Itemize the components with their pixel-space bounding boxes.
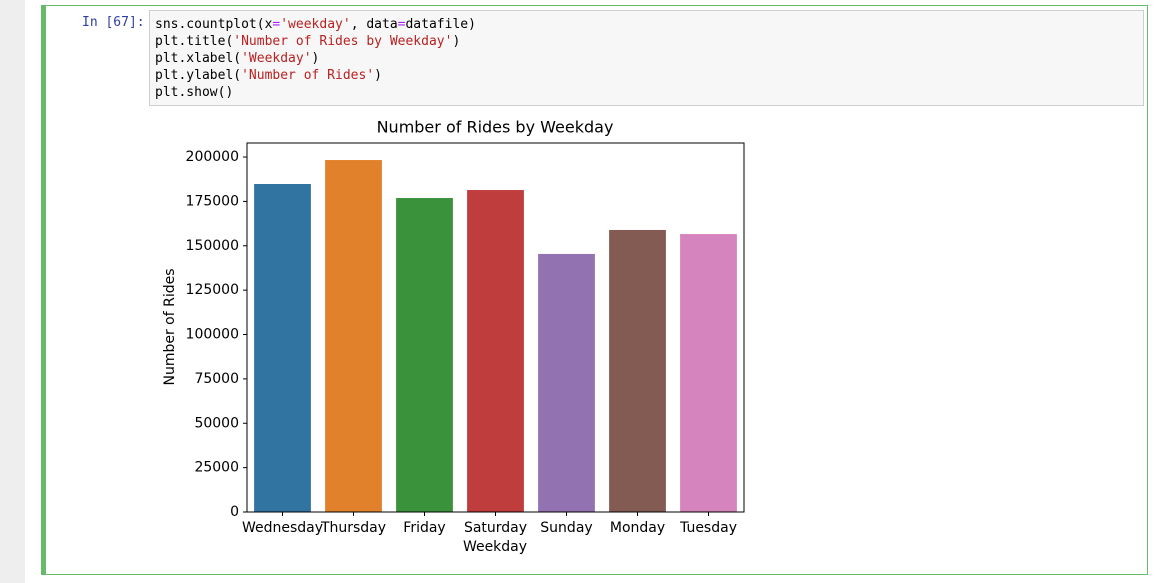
- code-token: datafile): [405, 17, 476, 32]
- bar: [609, 229, 666, 512]
- bar: [396, 198, 453, 512]
- code-token: plt.ylabel(: [155, 68, 242, 83]
- y-tick-label: 200000: [186, 149, 239, 165]
- code-line: plt.ylabel('Number of Rides'): [155, 67, 1138, 84]
- bar: [680, 234, 737, 512]
- y-tick-label: 125000: [186, 282, 239, 298]
- bar: [538, 253, 595, 513]
- y-tick-label: 75000: [194, 371, 239, 387]
- code-token: =: [272, 17, 281, 32]
- code-token: ): [452, 34, 461, 49]
- x-tick-label: Friday: [403, 520, 445, 536]
- code-line: sns.countplot(x='weekday', data=datafile…: [155, 16, 1138, 33]
- y-tick-label: 100000: [186, 327, 239, 343]
- code-token: 'weekday': [280, 17, 351, 32]
- plot-frame: [246, 142, 745, 513]
- code-token: 'Number of Rides': [241, 68, 375, 83]
- code-token: 'Number of Rides by Weekday': [233, 34, 453, 49]
- x-tick-label: Saturday: [464, 520, 527, 536]
- code-token: plt.show(): [155, 85, 234, 100]
- code-token: ): [311, 51, 320, 66]
- cell-prompt: In [67]:: [82, 15, 145, 30]
- y-tick-label: 50000: [194, 415, 239, 431]
- code-token: sns.countplot(x: [155, 17, 273, 32]
- code-token: =: [397, 17, 406, 32]
- x-tick-label: Sunday: [540, 520, 592, 536]
- code-line: plt.show(): [155, 84, 1138, 101]
- code-editor[interactable]: sns.countplot(x='weekday', data=datafile…: [149, 10, 1144, 106]
- code-line: plt.title('Number of Rides by Weekday'): [155, 33, 1138, 50]
- bar: [325, 160, 382, 513]
- code-line: plt.xlabel('Weekday'): [155, 50, 1138, 67]
- x-tick-label: Monday: [610, 520, 665, 536]
- y-tick-label: 175000: [186, 193, 239, 209]
- x-axis-label: Weekday: [463, 539, 527, 555]
- code-cell[interactable]: [41, 5, 1148, 575]
- x-tick-label: Tuesday: [679, 520, 737, 536]
- chart-title: Number of Rides by Weekday: [377, 118, 614, 137]
- y-axis-label: Number of Rides: [162, 268, 178, 385]
- code-token: , data: [350, 17, 398, 32]
- y-tick-label: 25000: [194, 460, 239, 476]
- x-tick-label: Wednesday: [242, 520, 323, 536]
- code-token: ): [374, 68, 382, 83]
- code-token: 'Weekday': [241, 51, 312, 66]
- bar: [467, 190, 524, 512]
- bar: [254, 184, 311, 512]
- y-tick-label: 0: [230, 504, 239, 520]
- code-token: plt.xlabel(: [155, 51, 242, 66]
- code-token: plt.title(: [155, 34, 234, 49]
- y-tick-label: 150000: [186, 238, 239, 254]
- x-tick-label: Thursday: [320, 520, 386, 536]
